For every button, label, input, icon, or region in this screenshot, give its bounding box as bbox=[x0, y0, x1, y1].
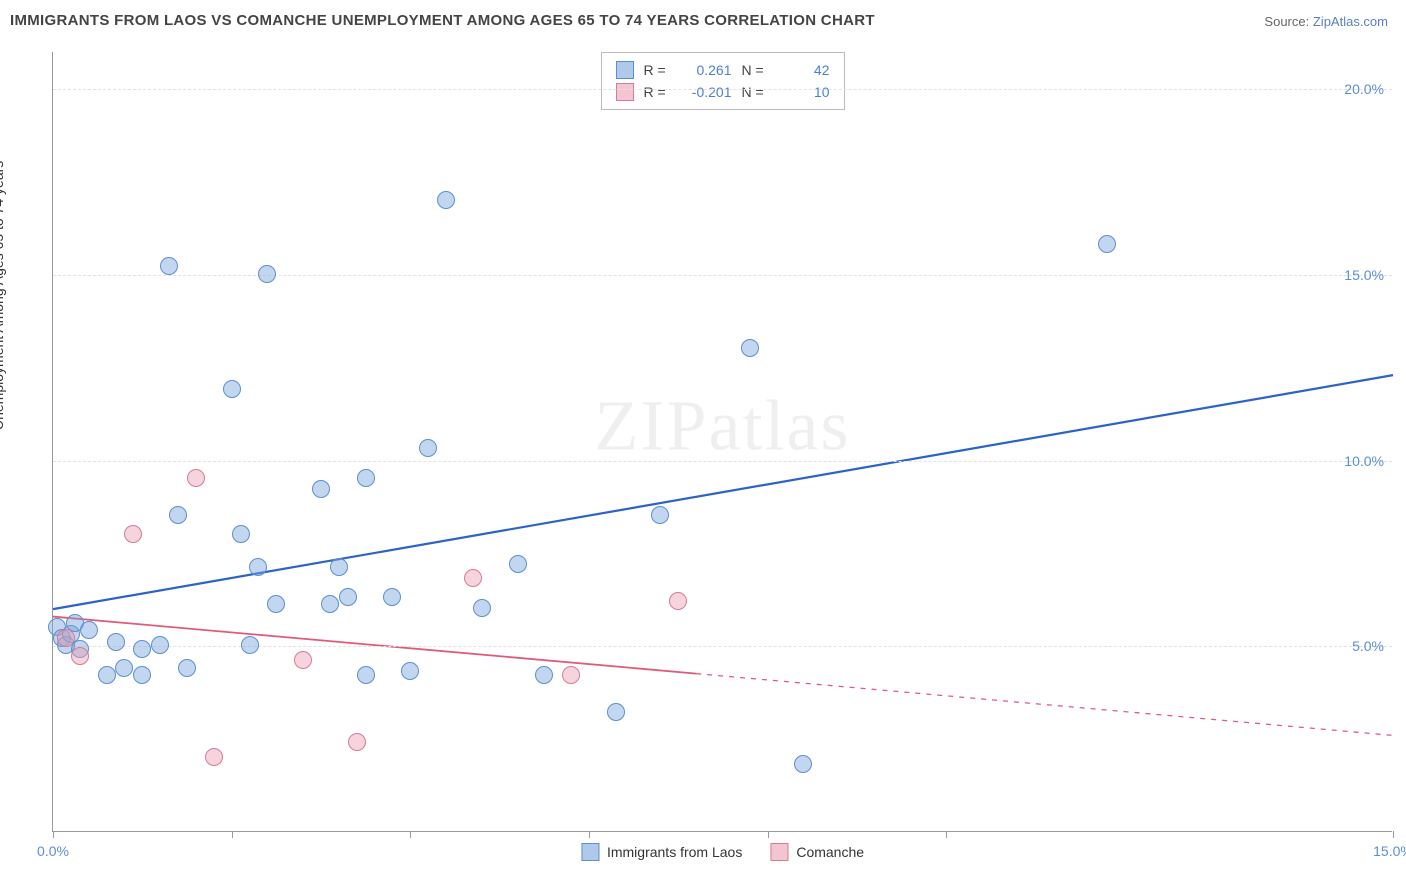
swatch-comanche-icon bbox=[770, 843, 788, 861]
legend-row-comanche: R = -0.201 N = 10 bbox=[616, 81, 830, 103]
data-point bbox=[401, 662, 419, 680]
legend-item-laos: Immigrants from Laos bbox=[581, 843, 742, 861]
data-point bbox=[794, 755, 812, 773]
data-point bbox=[160, 257, 178, 275]
data-point bbox=[71, 647, 89, 665]
data-point bbox=[232, 525, 250, 543]
data-point bbox=[294, 651, 312, 669]
n-value-comanche: 10 bbox=[780, 84, 830, 100]
data-point bbox=[357, 469, 375, 487]
data-point bbox=[169, 506, 187, 524]
y-tick-label: 15.0% bbox=[1344, 267, 1384, 283]
chart-container: { "title": "IMMIGRANTS FROM LAOS VS COMA… bbox=[0, 0, 1406, 892]
data-point bbox=[464, 569, 482, 587]
data-point bbox=[178, 659, 196, 677]
x-tick bbox=[589, 831, 590, 838]
n-value-laos: 42 bbox=[780, 62, 830, 78]
data-point bbox=[473, 599, 491, 617]
data-point bbox=[223, 380, 241, 398]
data-point bbox=[419, 439, 437, 457]
data-point bbox=[669, 592, 687, 610]
legend-item-comanche: Comanche bbox=[770, 843, 864, 861]
data-point bbox=[339, 588, 357, 606]
data-point bbox=[357, 666, 375, 684]
x-tick bbox=[1393, 831, 1394, 838]
data-point bbox=[267, 595, 285, 613]
data-point bbox=[437, 191, 455, 209]
swatch-laos bbox=[616, 61, 634, 79]
data-point bbox=[509, 555, 527, 573]
data-point bbox=[321, 595, 339, 613]
data-point bbox=[133, 640, 151, 658]
r-value-laos: 0.261 bbox=[682, 62, 732, 78]
x-tick-label: 0.0% bbox=[37, 843, 69, 859]
watermark: ZIPatlas bbox=[595, 384, 851, 467]
data-point bbox=[651, 506, 669, 524]
trend-lines-layer bbox=[53, 52, 1392, 831]
data-point bbox=[133, 666, 151, 684]
data-point bbox=[258, 265, 276, 283]
n-label: N = bbox=[742, 84, 770, 100]
data-point bbox=[57, 629, 75, 647]
data-point bbox=[124, 525, 142, 543]
x-tick bbox=[53, 831, 54, 838]
gridline bbox=[53, 89, 1392, 90]
y-axis-label: Unemployment Among Ages 65 to 74 years bbox=[0, 161, 6, 430]
data-point bbox=[98, 666, 116, 684]
source-attribution: Source: ZipAtlas.com bbox=[1264, 14, 1388, 29]
plot-area: ZIPatlas R = 0.261 N = 42 R = -0.201 N =… bbox=[52, 52, 1392, 832]
y-tick-label: 10.0% bbox=[1344, 453, 1384, 469]
data-point bbox=[330, 558, 348, 576]
data-point bbox=[107, 633, 125, 651]
data-point bbox=[205, 748, 223, 766]
data-point bbox=[187, 469, 205, 487]
data-point bbox=[741, 339, 759, 357]
data-point bbox=[249, 558, 267, 576]
legend-label-laos: Immigrants from Laos bbox=[607, 844, 742, 860]
x-tick bbox=[946, 831, 947, 838]
x-tick bbox=[232, 831, 233, 838]
legend-row-laos: R = 0.261 N = 42 bbox=[616, 59, 830, 81]
data-point bbox=[607, 703, 625, 721]
legend-label-comanche: Comanche bbox=[796, 844, 864, 860]
n-label: N = bbox=[742, 62, 770, 78]
x-tick-label: 15.0% bbox=[1373, 843, 1406, 859]
data-point bbox=[535, 666, 553, 684]
r-label: R = bbox=[644, 62, 672, 78]
data-point bbox=[115, 659, 133, 677]
data-point bbox=[151, 636, 169, 654]
swatch-laos-icon bbox=[581, 843, 599, 861]
data-point bbox=[80, 621, 98, 639]
data-point bbox=[312, 480, 330, 498]
gridline bbox=[53, 461, 1392, 462]
r-label: R = bbox=[644, 84, 672, 100]
r-value-comanche: -0.201 bbox=[682, 84, 732, 100]
series-legend: Immigrants from Laos Comanche bbox=[581, 843, 864, 861]
x-tick bbox=[768, 831, 769, 838]
x-tick bbox=[410, 831, 411, 838]
chart-title: IMMIGRANTS FROM LAOS VS COMANCHE UNEMPLO… bbox=[10, 12, 875, 29]
data-point bbox=[383, 588, 401, 606]
data-point bbox=[562, 666, 580, 684]
gridline bbox=[53, 275, 1392, 276]
correlation-legend: R = 0.261 N = 42 R = -0.201 N = 10 bbox=[601, 52, 845, 110]
swatch-comanche bbox=[616, 83, 634, 101]
data-point bbox=[1098, 235, 1116, 253]
data-point bbox=[348, 733, 366, 751]
y-tick-label: 20.0% bbox=[1344, 81, 1384, 97]
data-point bbox=[241, 636, 259, 654]
y-tick-label: 5.0% bbox=[1352, 638, 1384, 654]
source-label: Source: bbox=[1264, 14, 1309, 29]
source-link[interactable]: ZipAtlas.com bbox=[1313, 14, 1388, 29]
